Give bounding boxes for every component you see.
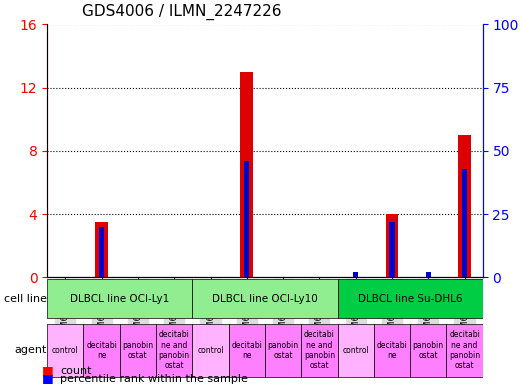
Bar <box>462 169 467 277</box>
FancyBboxPatch shape <box>192 279 337 318</box>
Bar <box>458 135 471 277</box>
Bar <box>241 72 253 277</box>
Bar <box>353 272 358 277</box>
Text: control: control <box>52 346 78 355</box>
Text: DLBCL line OCI-Ly10: DLBCL line OCI-Ly10 <box>212 294 318 304</box>
FancyBboxPatch shape <box>301 324 337 377</box>
Bar <box>99 227 104 277</box>
FancyBboxPatch shape <box>47 279 192 318</box>
Text: ■: ■ <box>42 364 53 377</box>
Bar <box>390 222 394 277</box>
Text: decitabi
ne and
panobin
ostat: decitabi ne and panobin ostat <box>449 330 480 370</box>
FancyBboxPatch shape <box>229 324 265 377</box>
Text: panobin
ostat: panobin ostat <box>413 341 444 360</box>
FancyBboxPatch shape <box>120 324 156 377</box>
Text: decitabi
ne: decitabi ne <box>231 341 262 360</box>
FancyBboxPatch shape <box>337 324 374 377</box>
FancyBboxPatch shape <box>374 324 410 377</box>
FancyBboxPatch shape <box>265 324 301 377</box>
Text: decitabi
ne and
panobin
ostat: decitabi ne and panobin ostat <box>304 330 335 370</box>
Text: decitabi
ne: decitabi ne <box>377 341 407 360</box>
Text: control: control <box>343 346 369 355</box>
Text: count: count <box>60 366 92 376</box>
Text: DLBCL line Su-DHL6: DLBCL line Su-DHL6 <box>358 294 462 304</box>
Text: decitabi
ne and
panobin
ostat: decitabi ne and panobin ostat <box>158 330 190 370</box>
Text: percentile rank within the sample: percentile rank within the sample <box>60 374 248 384</box>
Text: panobin
ostat: panobin ostat <box>122 341 153 360</box>
FancyBboxPatch shape <box>156 324 192 377</box>
FancyBboxPatch shape <box>84 324 120 377</box>
Bar <box>385 214 399 277</box>
Text: agent: agent <box>15 345 47 355</box>
FancyBboxPatch shape <box>447 324 483 377</box>
Text: ■: ■ <box>42 372 53 384</box>
Bar <box>244 161 249 277</box>
Text: control: control <box>197 346 224 355</box>
Text: GDS4006 / ILMN_2247226: GDS4006 / ILMN_2247226 <box>82 4 281 20</box>
Text: panobin
ostat: panobin ostat <box>268 341 299 360</box>
FancyBboxPatch shape <box>410 324 447 377</box>
FancyBboxPatch shape <box>337 279 483 318</box>
Bar <box>95 222 108 277</box>
Text: DLBCL line OCI-Ly1: DLBCL line OCI-Ly1 <box>70 294 169 304</box>
FancyBboxPatch shape <box>192 324 229 377</box>
FancyBboxPatch shape <box>47 324 84 377</box>
Text: decitabi
ne: decitabi ne <box>86 341 117 360</box>
Text: cell line: cell line <box>4 294 47 304</box>
Bar <box>426 272 431 277</box>
